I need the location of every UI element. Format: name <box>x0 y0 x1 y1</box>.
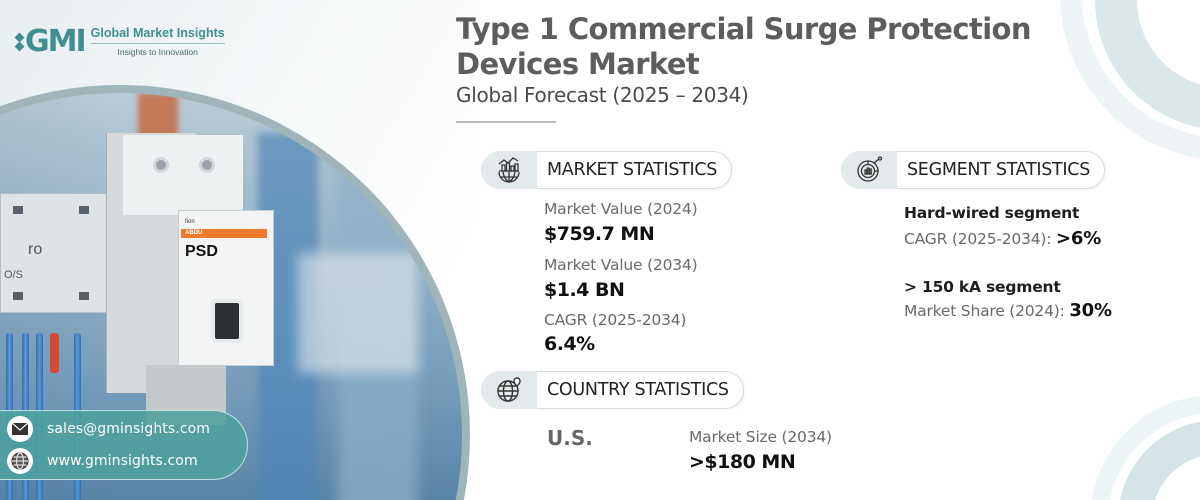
segment-metric: CAGR (2025-2034): >6% <box>904 228 1102 249</box>
stat-value: $1.4 BN <box>544 279 625 301</box>
stat-label: Market Value (2024) <box>544 200 698 218</box>
din-rail-breaker <box>0 193 112 313</box>
photo-background <box>298 253 418 373</box>
photo-wire <box>50 333 59 373</box>
country-statistics-title: COUNTRY STATISTICS <box>537 371 744 409</box>
email-link[interactable]: sales@gminsights.com <box>47 421 211 437</box>
globe-pin-icon <box>481 371 537 409</box>
brand-name: Global Market Insights <box>90 26 225 44</box>
device-face: fion ABDU PSD <box>178 210 274 366</box>
contact-bar: sales@gminsights.com www.gminsights.com <box>0 410 248 480</box>
website-link[interactable]: www.gminsights.com <box>47 453 198 469</box>
segment-name: > 150 kA segment <box>904 278 1061 296</box>
country-name: U.S. <box>547 426 593 450</box>
title-divider <box>456 121 556 123</box>
stat-value: $759.7 MN <box>544 223 655 245</box>
page-subtitle: Global Forecast (2025 – 2034) <box>456 83 749 107</box>
contact-website[interactable]: www.gminsights.com <box>7 448 198 474</box>
device-brand-stripe: ABDU <box>181 229 267 238</box>
page-title: Type 1 Commercial Surge Protection Devic… <box>456 12 1032 81</box>
stat-value: 6.4% <box>544 333 595 355</box>
device-label: PSD <box>185 243 218 260</box>
country-statistics-header: COUNTRY STATISTICS <box>481 371 744 409</box>
segment-name: Hard-wired segment <box>904 204 1080 222</box>
envelope-icon <box>7 416 33 442</box>
pie-target-icon <box>841 151 897 189</box>
device-lever <box>211 299 243 343</box>
stat-label: CAGR (2025-2034) <box>544 311 687 329</box>
device-terminal-block <box>123 135 243 215</box>
segment-statistics-header: SEGMENT STATISTICS <box>841 151 1106 189</box>
rail-label: ro <box>28 241 43 258</box>
chart-globe-icon <box>481 151 537 189</box>
stat-label: Market Size (2034) <box>689 428 832 446</box>
stat-value: >$180 MN <box>689 451 796 473</box>
stat-label: Market Value (2034) <box>544 256 698 274</box>
globe-icon <box>7 448 33 474</box>
market-statistics-title: MARKET STATISTICS <box>537 151 733 189</box>
gmi-logo: GMI Global Market Insights Insights to I… <box>14 24 225 59</box>
segment-statistics-title: SEGMENT STATISTICS <box>897 151 1106 189</box>
brand-tagline: Insights to Innovation <box>117 47 198 57</box>
logo-diamonds-icon <box>14 32 25 51</box>
segment-metric: Market Share (2024): 30% <box>904 300 1112 321</box>
rail-label: O/S <box>4 269 23 281</box>
contact-email[interactable]: sales@gminsights.com <box>7 416 210 442</box>
logo-mark: GMI <box>14 24 87 59</box>
market-statistics-header: MARKET STATISTICS <box>481 151 733 189</box>
